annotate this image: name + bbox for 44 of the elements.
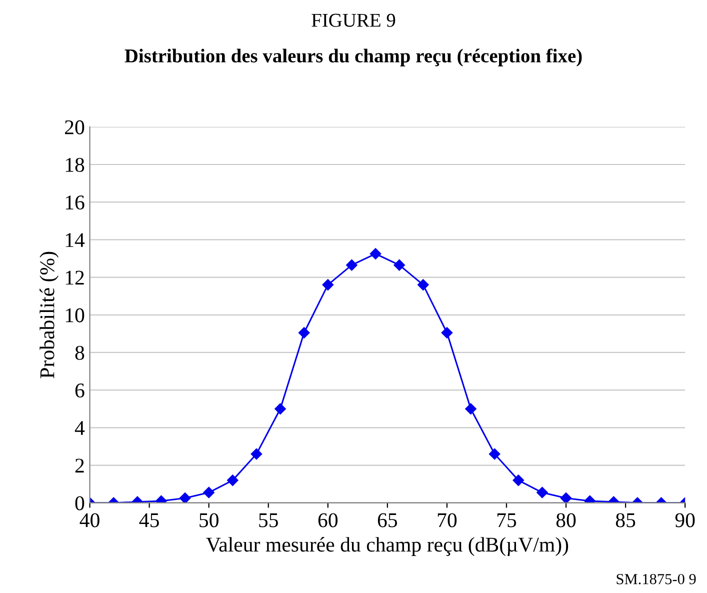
point — [274, 403, 286, 414]
x-tick-label: 50 — [200, 513, 218, 528]
point — [227, 474, 238, 486]
x-tick-label: 55 — [259, 513, 278, 528]
point — [203, 486, 214, 498]
point — [536, 486, 548, 498]
y-tick-label: 10 — [66, 308, 84, 322]
x-tick-label: 75 — [497, 513, 516, 528]
point — [465, 403, 476, 414]
y-tick-label: 16 — [66, 196, 84, 210]
text: SM.1875-0 9 — [616, 574, 696, 584]
x-tick-label: 45 — [139, 513, 159, 528]
point — [250, 448, 262, 460]
point — [298, 327, 310, 338]
y-tick-label: 14 — [66, 233, 85, 247]
chart-subtitle: Distribution des valeurs du champ reçu (réception fixe) — [124, 48, 582, 66]
point — [488, 448, 500, 460]
x-tick-label: 85 — [616, 513, 636, 528]
point — [346, 259, 358, 271]
y-tick-label: 2 — [75, 458, 84, 472]
point — [394, 259, 405, 271]
y-tick-label: 0 — [75, 496, 84, 510]
y-tick-label: 12 — [66, 270, 84, 285]
point — [179, 492, 191, 503]
point — [560, 492, 572, 503]
x-tick-label: 40 — [80, 513, 100, 528]
y-tick-label: 18 — [66, 158, 84, 172]
y-tick-label: 20 — [65, 120, 84, 134]
point — [418, 279, 429, 290]
point — [370, 248, 382, 260]
point — [322, 279, 334, 290]
y-axis-title: Probabilité (%) — [40, 252, 59, 378]
y-tick-label: 6 — [75, 384, 84, 398]
y-tick-label: 8 — [75, 346, 84, 360]
point — [441, 327, 453, 338]
x-tick-label: 80 — [556, 513, 576, 528]
chart-title: FIGURE 9 — [312, 14, 396, 27]
point — [512, 474, 524, 486]
x-tick-label: 60 — [318, 513, 338, 528]
y-tick-label: 4 — [74, 421, 85, 435]
x-tick-label: 70 — [438, 513, 457, 528]
x-axis-title: Valeur mesurée du champ reçu (dB(µV/m)) — [206, 537, 568, 556]
x-tick-label: 90 — [675, 513, 695, 528]
x-tick-label: 65 — [378, 513, 398, 528]
